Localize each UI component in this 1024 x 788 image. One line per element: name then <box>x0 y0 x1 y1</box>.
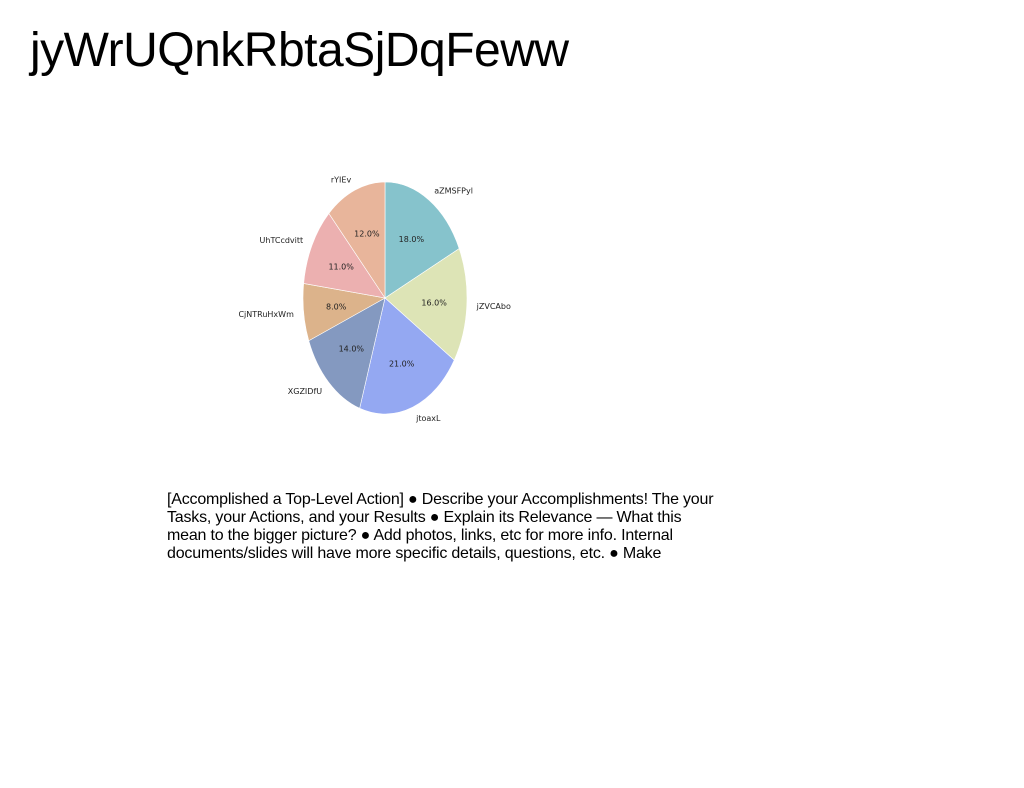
pie-slice-UhTCcdvitt <box>303 212 386 299</box>
pie-category-label: jZVCAbo <box>476 302 511 311</box>
pie-category-label: aZMSFPyl <box>434 186 473 195</box>
pie-category-label: jtoaxL <box>415 414 441 423</box>
pie-percent-label: 18.0% <box>399 235 425 244</box>
pie-percent-label: 14.0% <box>339 345 365 354</box>
pie-chart: 18.0% aZMSFPyl 16.0% jZVCAbo 21.0% jtoaxL 14.0… <box>230 160 530 440</box>
pie-slice-rYIEv <box>328 181 386 299</box>
body-text: [Accomplished a Top-Level Action] ● Desc… <box>167 491 714 562</box>
pie-chart-svg: 18.0% aZMSFPyl 16.0% jZVCAbo 21.0% jtoaxL 14.0… <box>238 175 511 423</box>
pie-percent-label: 11.0% <box>328 262 354 271</box>
pie-percent-label: 8.0% <box>326 303 347 312</box>
pie-slice-XGZIDfU <box>308 297 386 409</box>
pie-category-label: XGZIDfU <box>288 387 322 396</box>
pie-category-label: rYIEv <box>331 175 352 184</box>
pie-slice-aZMSFPyl <box>384 181 460 299</box>
slide-title: jyWrUQnkRbtaSjDqFeww <box>30 24 569 77</box>
pie-percent-label: 16.0% <box>421 298 447 307</box>
pie-category-label: CjNTRuHxWm <box>238 310 294 319</box>
pie-category-label: UhTCcdvitt <box>260 236 304 245</box>
pie-percent-label: 12.0% <box>354 229 380 238</box>
pie-slice-jZVCAbo <box>384 248 468 361</box>
pie-slice-jtoaxL <box>359 297 455 415</box>
pie-percent-label: 21.0% <box>389 359 415 368</box>
